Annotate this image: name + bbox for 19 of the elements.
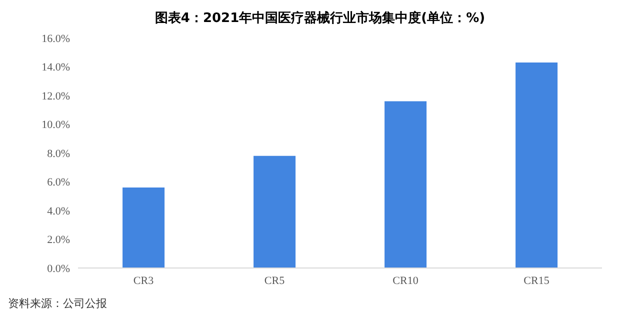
bar (516, 62, 558, 268)
y-tick-label: 2.0% (47, 234, 70, 246)
bar (254, 156, 296, 268)
y-tick-label: 16.0% (42, 32, 70, 45)
y-tick-label: 12.0% (42, 90, 70, 102)
y-tick-label: 0.0% (47, 262, 70, 275)
x-tick-label: CR5 (264, 274, 286, 287)
bar (122, 188, 165, 268)
y-tick-label: 14.0% (42, 62, 70, 74)
y-tick-label: 6.0% (47, 176, 70, 189)
x-tick-label: CR3 (133, 274, 154, 287)
bar (384, 101, 427, 268)
x-tick-label: CR15 (524, 274, 550, 287)
chart-title: 图表4：2021年中国医疗器械行业市场集中度(单位：%) (154, 10, 486, 28)
y-tick-label: 4.0% (47, 205, 70, 218)
y-tick-label: 10.0% (42, 119, 70, 132)
x-tick-label: CR10 (392, 274, 419, 287)
y-tick-label: 8.0% (47, 148, 70, 160)
text: 资料来源：公司公报 (8, 296, 108, 311)
